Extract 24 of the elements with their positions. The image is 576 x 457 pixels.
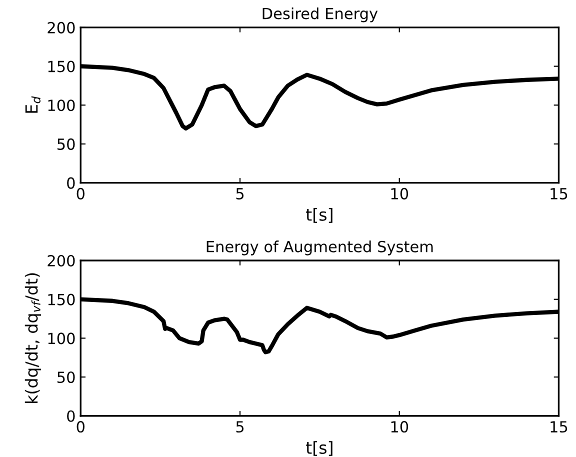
y-tick-label: 200: [48, 22, 75, 34]
x-tick-label: 10: [391, 421, 408, 433]
y-tick-label: 200: [48, 254, 75, 267]
y-axis-title: E$_{d}$: [25, 96, 40, 113]
y-axis-title: k(dq/dt, dq$_{vf}$/dt): [24, 273, 42, 403]
y-tick-label: 50: [58, 138, 75, 150]
x-tick-label: 5: [236, 421, 244, 433]
x-axis-title: t[s]: [306, 441, 332, 456]
y-tick-label: 0: [67, 410, 75, 422]
x-tick-label: 0: [76, 421, 84, 433]
x-tick-label: 15: [550, 188, 568, 200]
x-axis-title: t[s]: [306, 208, 332, 223]
chart-title: Desired Energy: [262, 7, 378, 22]
chart-title: Energy of Augmented System: [206, 240, 433, 256]
x-tick-label: 15: [550, 421, 568, 433]
x-tick-label: 0: [76, 188, 84, 200]
y-tick-label: 50: [58, 371, 75, 384]
x-tick-label: 10: [391, 188, 408, 200]
y-tick-label: 150: [48, 60, 75, 72]
y-tick-label: 0: [67, 177, 75, 189]
y-tick-label: 100: [48, 100, 75, 112]
y-tick-label: 100: [48, 332, 75, 344]
y-tick-label: 150: [48, 294, 75, 306]
x-tick-label: 5: [236, 188, 244, 200]
